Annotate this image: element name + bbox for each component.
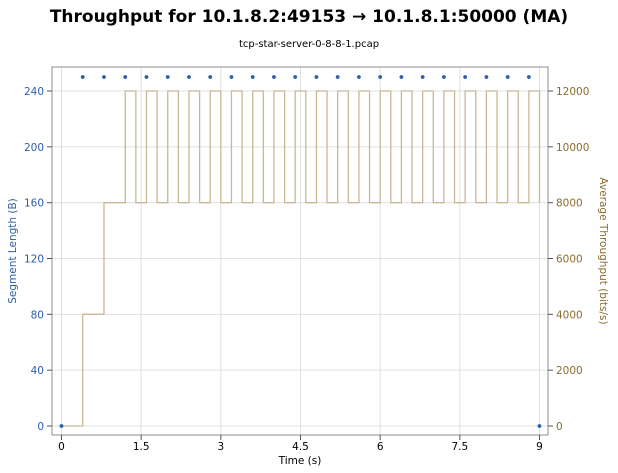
chart-title: Throughput for 10.1.8.2:49153 → 10.1.8.1… xyxy=(50,7,568,27)
y-axis-left: 0 40 80 120 160 200 240 xyxy=(24,86,52,433)
segment-point xyxy=(484,75,489,79)
segment-point xyxy=(123,75,128,79)
x-axis: 0 1.5 3 4.5 6 7.5 9 xyxy=(58,435,543,453)
y-left-tick-label: 200 xyxy=(24,142,44,154)
y-axis-left-label: Segment Length (B) xyxy=(7,198,19,304)
y-left-tick-label: 160 xyxy=(24,198,44,210)
segment-point xyxy=(250,75,255,79)
x-tick-label: 4.5 xyxy=(292,441,309,453)
segment-point xyxy=(442,75,446,79)
segment-point xyxy=(526,75,531,79)
chart-subtitle: tcp-star-server-0-8-8-1.pcap xyxy=(239,39,379,50)
y-left-tick-label: 240 xyxy=(24,86,44,98)
segment-point xyxy=(229,75,234,79)
segment-point xyxy=(399,75,404,79)
segment-point xyxy=(208,75,213,79)
segment-point xyxy=(378,75,383,79)
x-tick-label: 0 xyxy=(58,441,65,453)
x-tick-label: 7.5 xyxy=(451,441,468,453)
segment-point xyxy=(272,75,276,79)
y-right-tick-label: 6000 xyxy=(556,254,583,266)
segment-point xyxy=(357,75,361,79)
y-axis-right: 0 2000 4000 6000 8000 10000 12000 xyxy=(548,86,589,433)
segment-point xyxy=(165,75,170,79)
x-tick-label: 9 xyxy=(536,441,543,453)
segment-point xyxy=(314,75,319,79)
segment-point xyxy=(144,75,149,79)
y-right-tick-label: 12000 xyxy=(556,86,589,98)
y-left-tick-label: 0 xyxy=(37,421,44,433)
y-axis-right-label: Average Throughput (bits/s) xyxy=(597,177,609,324)
series-layer xyxy=(59,75,542,428)
x-tick-label: 6 xyxy=(377,441,384,453)
y-left-tick-label: 120 xyxy=(24,254,44,266)
throughput-step-line xyxy=(61,90,541,427)
segment-point xyxy=(102,75,106,79)
x-tick-label: 1.5 xyxy=(133,441,150,453)
y-left-tick-label: 40 xyxy=(31,365,44,377)
segment-point xyxy=(293,75,298,79)
y-right-tick-label: 10000 xyxy=(556,142,589,154)
segment-point xyxy=(463,75,468,79)
segment-point xyxy=(335,75,340,79)
segment-point xyxy=(537,424,542,428)
y-right-tick-label: 2000 xyxy=(556,365,583,377)
segment-point xyxy=(187,75,191,79)
x-tick-label: 3 xyxy=(217,441,224,453)
segment-point xyxy=(420,75,425,79)
y-left-tick-label: 80 xyxy=(31,309,44,321)
segment-point xyxy=(505,75,510,79)
y-right-tick-label: 4000 xyxy=(556,309,583,321)
segment-point xyxy=(80,75,85,79)
x-axis-label: Time (s) xyxy=(278,455,322,467)
y-right-tick-label: 8000 xyxy=(556,198,583,210)
segment-point xyxy=(59,424,64,428)
y-right-tick-label: 0 xyxy=(556,421,563,433)
